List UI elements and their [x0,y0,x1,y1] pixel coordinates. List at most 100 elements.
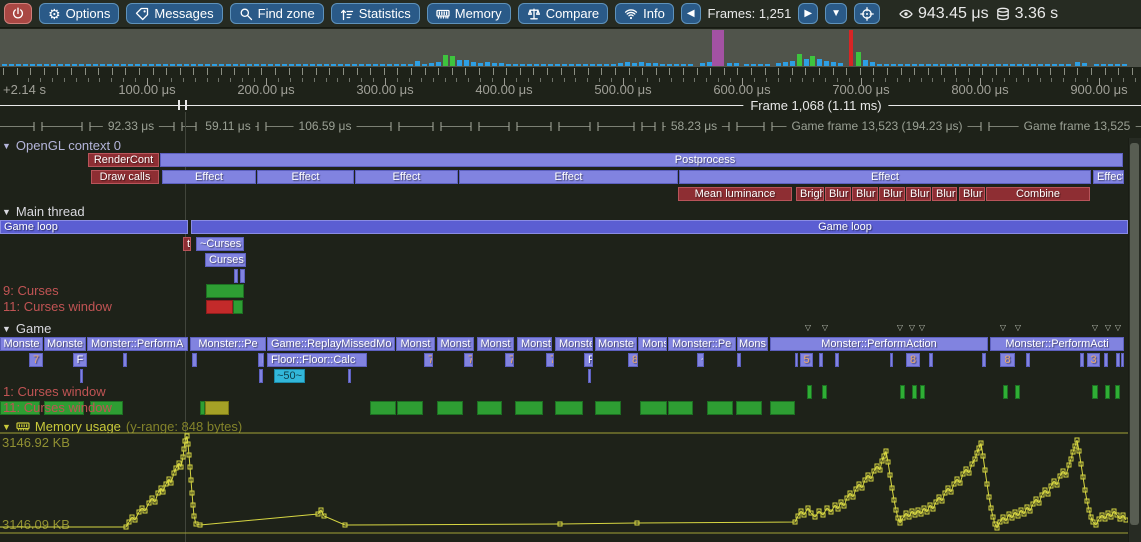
zone-bar[interactable]: Blur [879,187,905,201]
histogram-bar[interactable] [712,30,724,66]
lock-bar[interactable] [807,385,812,399]
zone-bar[interactable]: F [258,353,264,367]
section-header-main-thread[interactable]: ▼ Main thread [2,204,85,219]
zone-bar[interactable]: 8 [906,353,920,367]
zone-bar[interactable] [240,269,245,283]
histogram-bar[interactable] [919,64,924,66]
histogram-bar[interactable] [331,64,336,66]
zone-bar[interactable]: Combine [986,187,1090,201]
lock-bar[interactable] [205,401,229,415]
zone-bar[interactable]: ~50~ [274,369,305,383]
current-frame-label[interactable]: Frame 1,068 (1.11 ms) [743,98,889,113]
frame-span-label[interactable]: 106.59 μs [293,119,357,133]
histogram-bar[interactable] [996,64,1001,66]
info-button[interactable]: Info [615,3,674,24]
lock-bar[interactable] [90,401,123,415]
zone-bar[interactable]: Effect [679,170,1091,184]
zone-bar[interactable]: Mons [638,337,667,351]
zone-bar[interactable]: Monster::PerformA [87,337,188,351]
collapsed-zone-marker-icon[interactable]: ▽ [908,323,916,332]
section-header-game[interactable]: ▼ Game [2,321,51,336]
histogram-bar[interactable] [254,64,259,66]
histogram-bar[interactable] [783,62,788,66]
collapsed-zone-marker-icon[interactable]: ▽ [896,323,904,332]
frame-span-label[interactable]: 59.11 μs [200,119,256,133]
histogram-bar[interactable] [555,64,560,66]
lock-bar[interactable] [515,401,543,415]
histogram-bar[interactable] [492,63,497,66]
zone-bar[interactable]: Game::ReplayMissedMo [267,337,395,351]
histogram-bar[interactable] [838,63,843,66]
histogram-bar[interactable] [611,64,616,66]
zone-bar[interactable] [1026,353,1030,367]
histogram-bar[interactable] [380,64,385,66]
lock-bar[interactable] [555,401,583,415]
histogram-bar[interactable] [16,64,21,66]
zone-bar[interactable]: Effect [257,170,354,184]
histogram-bar[interactable] [804,59,809,66]
frame-boundary-marker[interactable] [432,122,442,131]
collapse-triangle-icon[interactable]: ▼ [2,141,11,151]
statistics-button[interactable]: Statistics [330,3,420,24]
histogram-bar[interactable] [534,64,539,66]
frame-time-histogram[interactable] [0,29,1141,67]
histogram-bar[interactable] [457,60,462,66]
histogram-bar[interactable] [86,64,91,66]
histogram-bar[interactable] [401,64,406,66]
frame-boundary-marker[interactable] [654,122,664,131]
histogram-bar[interactable] [114,64,119,66]
lock-bar[interactable] [900,385,905,399]
zone-bar[interactable] [819,353,823,367]
histogram-bar[interactable] [170,64,175,66]
frame-span-label[interactable]: Game frame 13,523 (194.23 μs) [786,119,968,133]
zone-bar[interactable]: Effect [162,170,256,184]
lock-bar[interactable] [912,385,917,399]
histogram-bar[interactable] [233,64,238,66]
histogram-bar[interactable] [485,62,490,66]
histogram-bar[interactable] [933,64,938,66]
histogram-bar[interactable] [471,62,476,66]
histogram-bar[interactable] [1101,64,1106,66]
histogram-bar[interactable] [359,64,364,66]
zone-bar[interactable]: 7 [29,353,43,367]
histogram-bar[interactable] [1108,64,1113,66]
goto-frame-button[interactable] [853,3,880,24]
zone-bar[interactable]: 7 [546,353,554,367]
histogram-bar[interactable] [268,64,273,66]
histogram-bar[interactable] [870,62,875,66]
zone-bar[interactable]: ~Curses [196,237,244,251]
histogram-bar[interactable] [1017,64,1022,66]
zone-bar[interactable] [835,353,839,367]
histogram-bar[interactable] [765,64,770,66]
collapsed-zone-marker-icon[interactable]: ▽ [1014,323,1022,332]
zone-bar[interactable]: Game loop [0,220,188,234]
histogram-bar[interactable] [817,59,822,66]
histogram-bar[interactable] [345,64,350,66]
histogram-bar[interactable] [989,64,994,66]
histogram-bar[interactable] [1024,64,1029,66]
histogram-bar[interactable] [1052,64,1057,66]
lock-bar[interactable] [1105,385,1110,399]
histogram-bar[interactable] [1045,64,1050,66]
histogram-bar[interactable] [37,64,42,66]
histogram-bar[interactable] [660,64,665,66]
collapsed-zone-marker-icon[interactable]: ▽ [804,323,812,332]
zone-bar[interactable]: Effect [355,170,458,184]
histogram-bar[interactable] [1003,64,1008,66]
histogram-bar[interactable] [261,64,266,66]
histogram-bar[interactable] [9,64,14,66]
histogram-bar[interactable] [751,64,756,66]
histogram-bar[interactable] [975,64,980,66]
zone-bar[interactable]: Blur [932,187,957,201]
lock-bar[interactable] [640,401,667,415]
histogram-bar[interactable] [674,64,679,66]
histogram-bar[interactable] [394,64,399,66]
histogram-bar[interactable] [604,64,609,66]
histogram-bar[interactable] [912,64,917,66]
histogram-bar[interactable] [831,62,836,66]
zone-bar[interactable]: Blur [906,187,931,201]
lock-bar[interactable] [1115,385,1120,399]
lock-bar[interactable] [822,385,827,399]
histogram-bar[interactable] [163,64,168,66]
histogram-bar[interactable] [79,64,84,66]
